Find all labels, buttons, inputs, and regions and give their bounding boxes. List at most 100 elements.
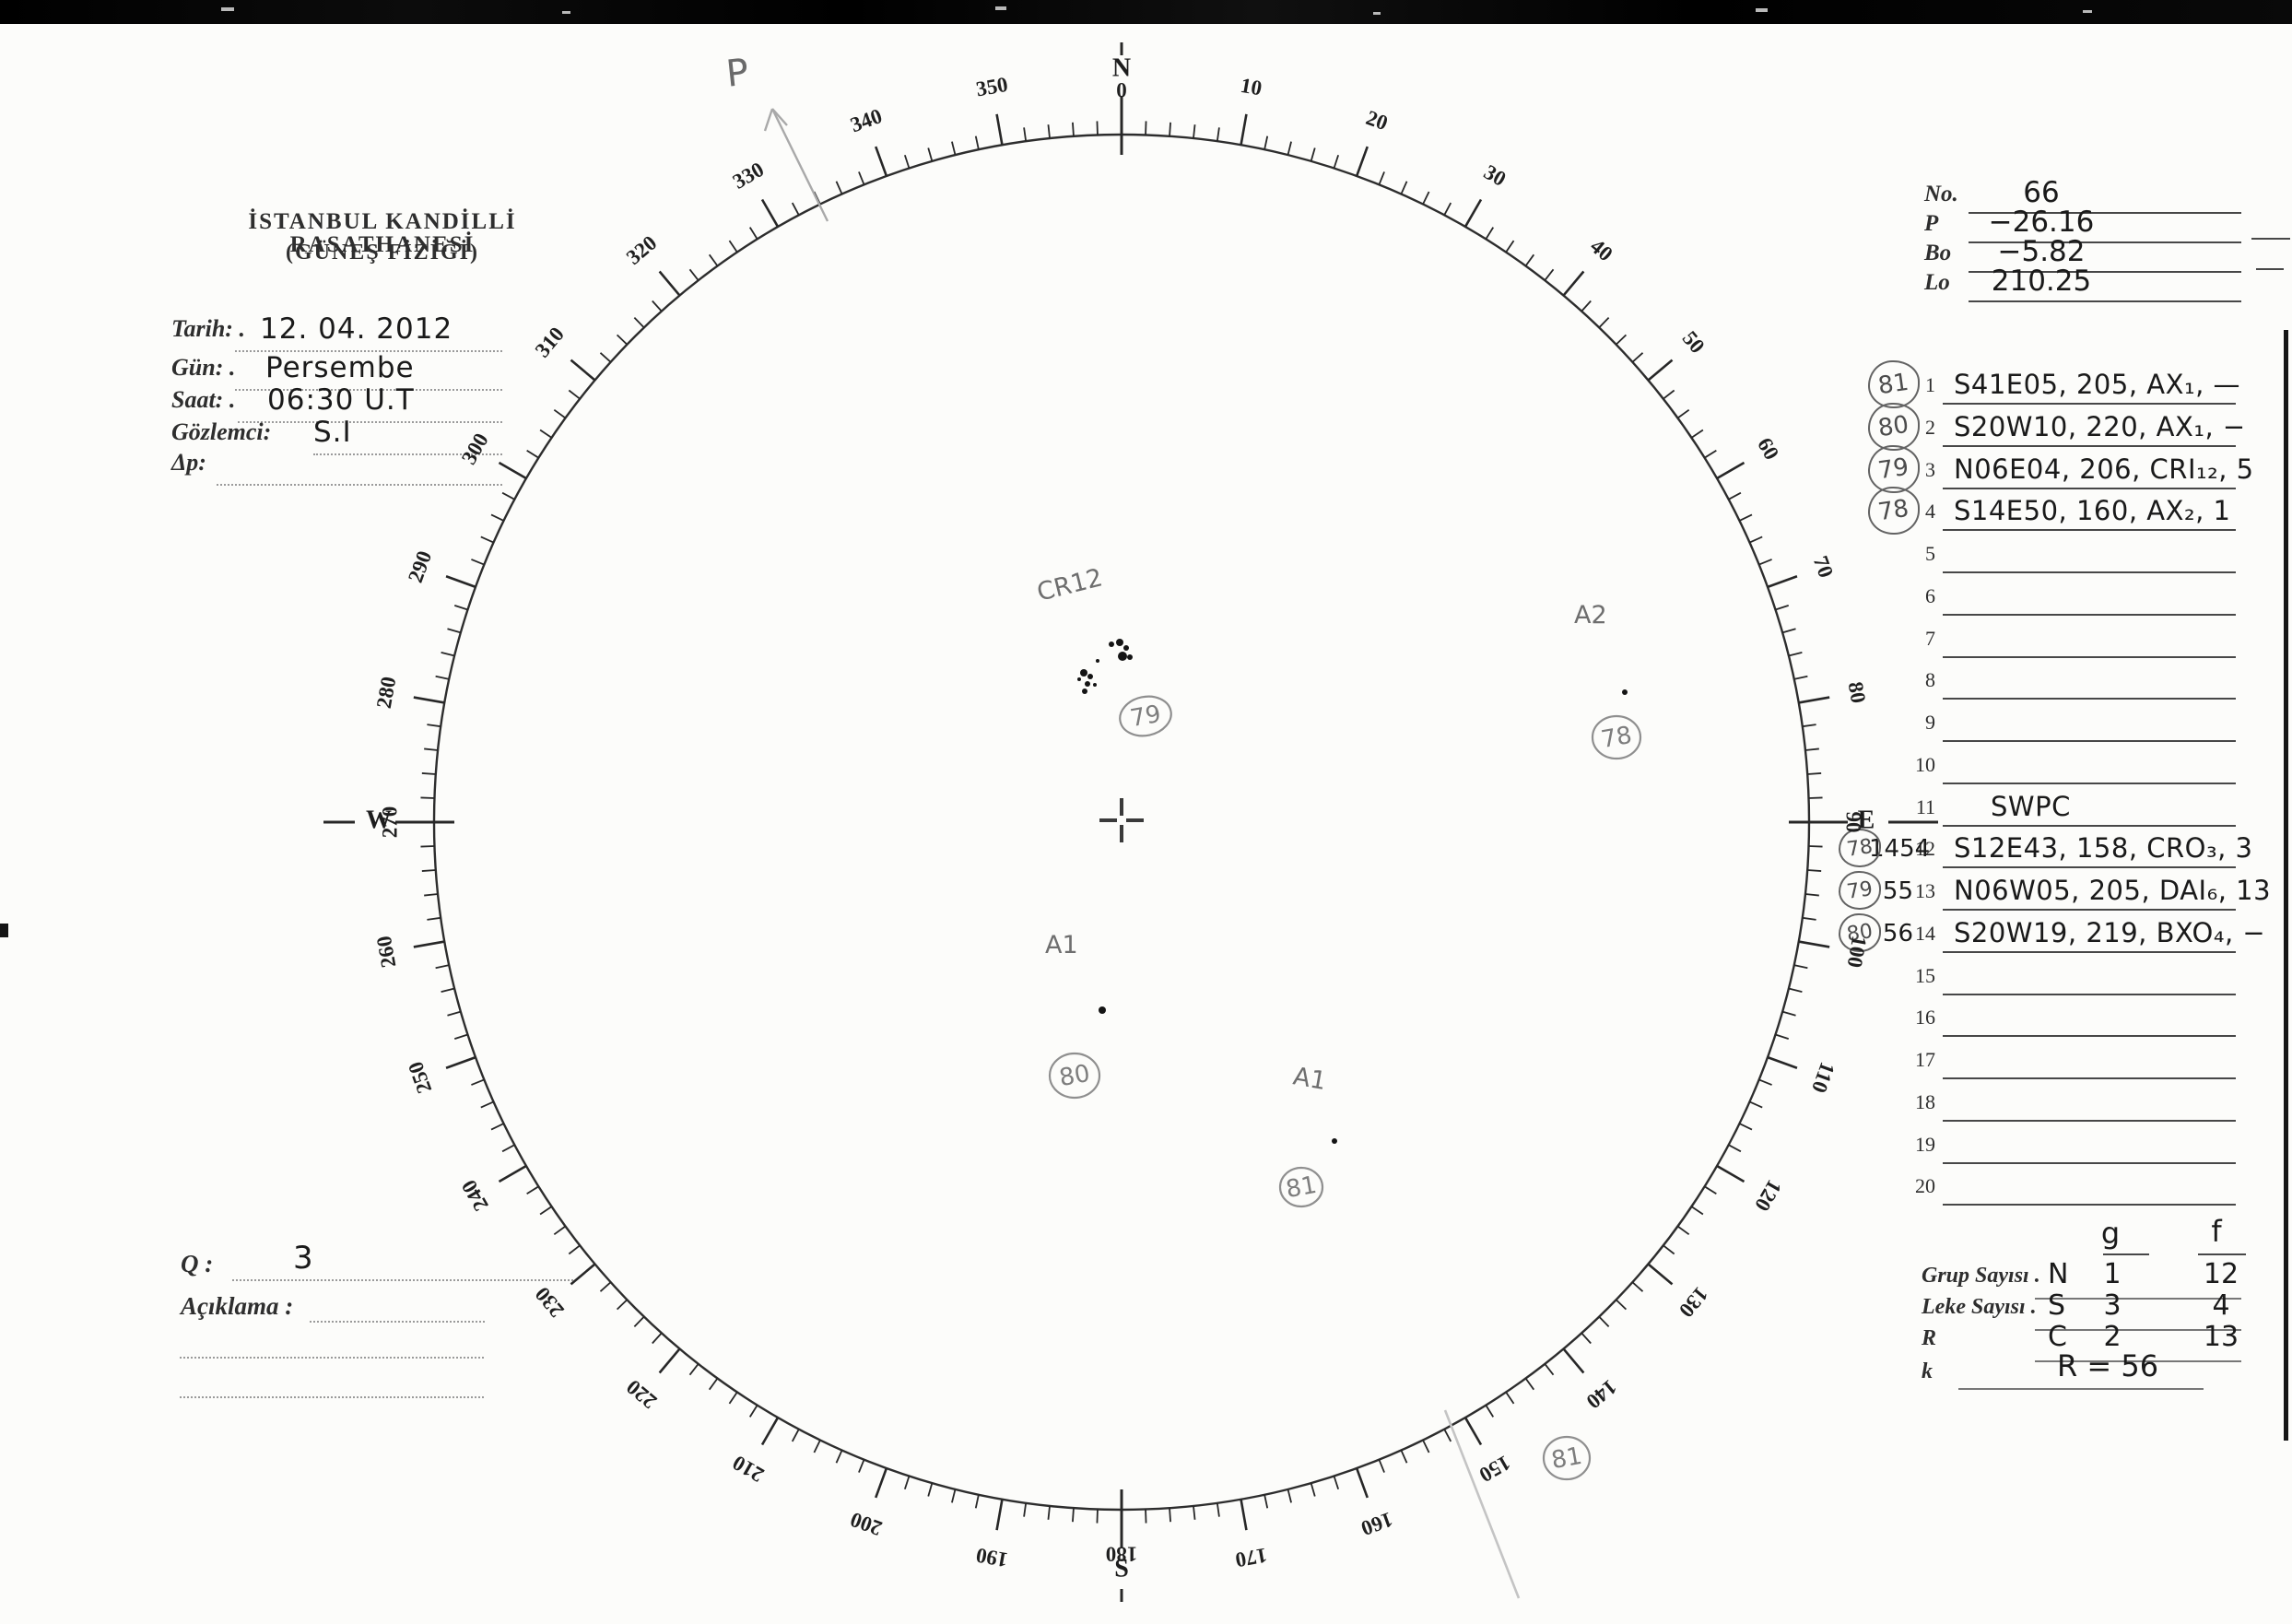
major-tick-210 [760,1417,780,1446]
minor-tick-82 [1802,724,1816,728]
minor-tick-184 [1072,1508,1075,1523]
minor-tick-42 [1581,300,1592,312]
minor-tick-52 [1663,389,1675,400]
sunspot-dot-group-79-spots-2 [1123,645,1129,651]
minor-tick-28 [1443,202,1452,216]
minor-tick-196 [927,1482,934,1497]
minor-tick-116 [1739,1123,1753,1131]
field-line-0 [235,350,502,352]
degree-label-60: 60 [1753,434,1783,464]
minor-tick-332 [791,202,800,216]
minor-tick-54 [1676,408,1690,419]
summary-k-line [1958,1388,2204,1390]
minor-tick-268 [420,845,435,848]
minor-tick-248 [471,1078,485,1086]
minor-tick-216 [708,1377,719,1391]
ephemeris-value-0: 66 [2023,176,2060,209]
minor-tick-64 [1739,513,1753,522]
obs-row-line-15 [1943,994,2236,995]
pencil-stroke-lower-right [1443,1409,1521,1599]
obs-row-number-3: 3 [1925,458,1935,481]
degree-label-310: 310 [531,323,569,361]
degree-label-250: 250 [404,1059,436,1097]
minor-tick-218 [688,1363,699,1376]
obs-row-number-1: 1 [1925,373,1935,396]
minor-tick-138 [1581,1332,1592,1345]
minor-tick-242 [501,1144,515,1153]
minor-tick-14 [1287,141,1292,156]
summary-row-label-1: Leke Sayısı . [1922,1295,2037,1319]
degree-label-220: 220 [622,1375,661,1413]
ephemeris-dash-bo [2256,268,2284,270]
cardinal-letter-E: E [1858,806,1875,834]
minor-tick-146 [1505,1391,1515,1405]
minor-tick-74 [1781,628,1796,634]
sunspot-dot-group-79-spots-4 [1127,654,1133,660]
notes-line-3 [180,1396,484,1398]
sunspot-dot-group-79-spots-5 [1096,659,1099,663]
summary-row-f-1: 4 [2212,1289,2230,1322]
sunspot-dot-group-80-spot-0 [1099,1006,1106,1014]
minor-tick-254 [447,1010,462,1017]
minor-tick-304 [539,429,553,439]
obs-row-number-6: 6 [1925,584,1935,607]
disk-group-number-80-2: 80 [1057,1060,1092,1092]
minor-tick-118 [1728,1144,1742,1153]
obs-row-line-14 [1943,951,2236,953]
field-value-1: Persembe [265,351,415,384]
sunspot-dot-group-79-spots-6 [1080,669,1087,677]
obs-row-line-3 [1943,488,2236,489]
minor-tick-348 [974,135,980,150]
ephemeris-value-2: −5.82 [1997,235,2086,268]
major-tick-30 [1463,198,1483,228]
minor-tick-296 [490,513,504,522]
obs-row-line-8 [1943,698,2236,700]
sunspot-dot-group-79-spots-11 [1082,688,1087,694]
disk-group-circle-81-4 [1542,1435,1592,1481]
summary-row-f-2: 13 [2203,1321,2239,1353]
obs-row-line-1 [1943,403,2236,405]
cardinal-letter-N: N [1112,53,1131,82]
notes-line-2 [180,1357,484,1359]
minor-tick-108 [1775,1033,1790,1041]
degree-label-80: 80 [1844,680,1871,705]
sunspot-dot-group-79-spots-9 [1085,681,1090,687]
minor-tick-164 [1310,1482,1316,1497]
obs-row-number-4: 4 [1925,500,1935,523]
obs-row-number-17: 17 [1915,1048,1935,1071]
notes-line-1 [310,1321,485,1323]
degree-label-130: 130 [1675,1283,1712,1322]
summary-row-label-0: Grup Sayısı . [1922,1264,2040,1288]
minor-tick-246 [480,1100,494,1109]
field-line-1 [235,389,502,391]
minor-tick-168 [1264,1494,1269,1509]
ephemeris-line-2 [1969,271,2241,273]
minor-tick-44 [1598,316,1610,328]
field-value-3: S.I [313,416,352,449]
degree-label-70: 70 [1809,553,1838,581]
minor-tick-256 [441,987,455,993]
obs-row-line-9 [1943,740,2236,742]
minor-tick-294 [480,535,494,544]
degree-label-230: 230 [531,1283,569,1322]
minor-tick-172 [1216,1502,1220,1517]
notes-label: Açıklama : [181,1292,294,1320]
ephemeris-line-1 [1969,241,2241,243]
minor-tick-356 [1072,122,1075,136]
minor-tick-288 [453,604,468,611]
sunspot-dot-group-79-spots-3 [1118,652,1127,661]
obs-row-group-circle-4: 78 [1868,487,1920,535]
obs-row-line-13 [1943,909,2236,911]
obs-row-line-4 [1943,529,2236,531]
summary-row-letter-0: N [2048,1258,2069,1290]
quality-label: Q : [181,1250,214,1277]
obs-row-entry-12: S12E43, 158, CRO₃, 3 [1954,832,2253,864]
degree-label-170: 170 [1234,1544,1269,1572]
major-tick-260 [413,940,445,948]
minor-tick-148 [1485,1405,1495,1418]
degree-label-20: 20 [1363,106,1391,135]
major-tick-130 [1647,1263,1674,1286]
minor-tick-18 [1333,154,1340,169]
minor-tick-342 [903,154,911,169]
